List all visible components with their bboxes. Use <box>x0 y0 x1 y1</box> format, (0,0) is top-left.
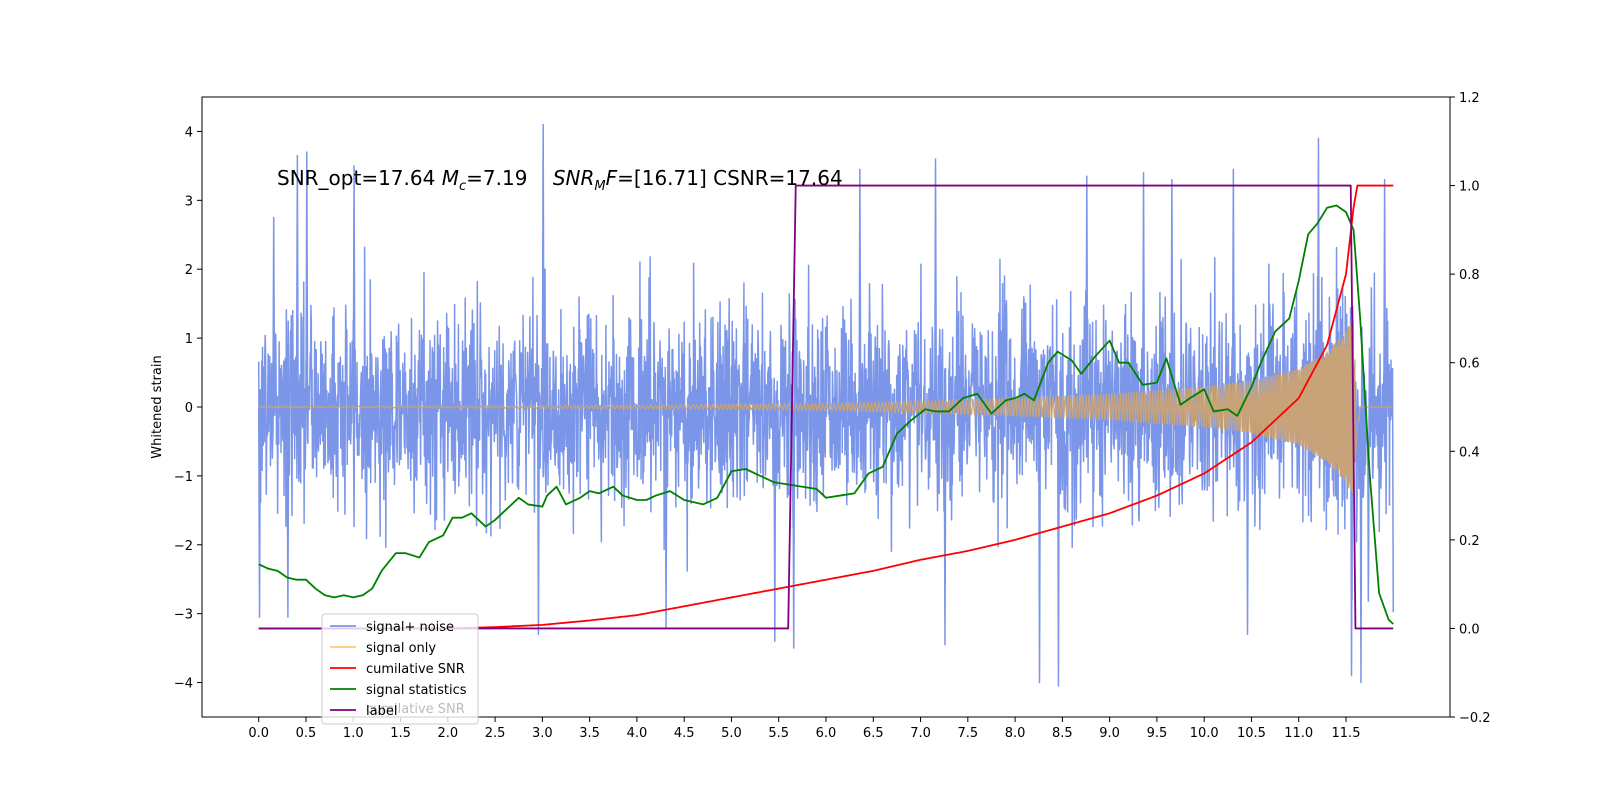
x-tick-label: 0.5 <box>296 726 317 741</box>
legend-cumulative-snr-text: cumilative SNR <box>366 662 465 677</box>
x-tick-label: 5.0 <box>721 726 742 741</box>
legend-signal-plus-noise-text: signal+ noise <box>366 620 454 635</box>
x-tick-label: 7.0 <box>910 726 931 741</box>
x-tick-label: 10.0 <box>1190 726 1219 741</box>
x-tick-label: 4.0 <box>627 726 648 741</box>
y-left-tick-label: 1 <box>185 332 193 347</box>
annotation-snrmf-sub: M <box>594 179 605 194</box>
y-left-tick-label: −4 <box>174 677 193 692</box>
x-tick-label: 2.0 <box>437 726 458 741</box>
x-tick-label: 9.5 <box>1147 726 1168 741</box>
y-right-tick-label: 0.6 <box>1459 357 1480 372</box>
annotation-snrmf-f: F <box>606 166 618 190</box>
x-tick-label: 11.5 <box>1332 726 1361 741</box>
y-left-tick-label: 2 <box>185 263 193 278</box>
series-signal-only <box>258 318 1394 494</box>
series-label <box>258 184 1394 630</box>
annotation-mc-value: =7.19 <box>466 166 527 190</box>
annotation-snrmf-symbol: SNR <box>553 166 595 190</box>
annotation-mc-sub: c <box>459 179 466 194</box>
x-tick-label: 0.0 <box>248 726 269 741</box>
x-tick-label: 10.5 <box>1237 726 1266 741</box>
annotation-snr-opt: SNR_opt=17.64 <box>277 166 435 190</box>
x-axis: 0.0 0.5 1.0 1.5 2.0 2.5 3.0 3.5 4.0 4.5 5.0 5.5 6.0 6… <box>248 717 1360 741</box>
x-tick-label: 5.5 <box>768 726 789 741</box>
y-right-tick-label: 0.2 <box>1459 534 1480 549</box>
x-tick-label: 3.5 <box>579 726 600 741</box>
legend-label-text: label <box>366 704 397 719</box>
x-tick-label: 7.5 <box>957 726 978 741</box>
y-right-tick-label: 0.0 <box>1459 622 1480 637</box>
y-left-tick-label: −1 <box>174 470 193 485</box>
x-tick-label: 11.0 <box>1284 726 1313 741</box>
x-tick-label: 2.5 <box>485 726 506 741</box>
y-left-tick-label: 4 <box>185 125 193 140</box>
series-signal-statistics <box>258 204 1394 625</box>
x-tick-label: 6.0 <box>816 726 837 741</box>
annotation-snrmf-value: =[16.71] CSNR=17.64 <box>617 166 843 190</box>
x-tick-label: 4.5 <box>674 726 695 741</box>
x-tick-label: 9.0 <box>1099 726 1120 741</box>
y-right-tick-label: 1.2 <box>1459 91 1480 106</box>
legend-signal-only-text: signal only <box>366 641 436 656</box>
x-tick-label: 1.5 <box>390 726 411 741</box>
x-tick-label: 8.0 <box>1005 726 1026 741</box>
y-right-tick-label: −0.2 <box>1459 711 1491 726</box>
y-left-tick-label: −2 <box>174 539 193 554</box>
y-axis-right: −0.2 0.0 0.2 0.4 0.6 0.8 1.0 1.2 <box>1450 91 1491 726</box>
y-right-tick-label: 1.0 <box>1459 180 1480 195</box>
y-right-tick-label: 0.4 <box>1459 445 1480 460</box>
x-tick-label: 1.0 <box>343 726 364 741</box>
series-signal-plus-noise <box>257 123 1395 687</box>
legend-frame <box>321 613 479 725</box>
x-tick-label: 6.5 <box>863 726 884 741</box>
legend: cumilative SNR signal+ noise signal only c… <box>321 613 479 725</box>
x-tick-label: 3.0 <box>532 726 553 741</box>
legend-ghost-text: cumilative SNR <box>366 702 465 717</box>
legend-signal-statistics-text: signal statistics <box>366 683 467 698</box>
y-axis-left-label: Whitened strain <box>150 355 165 458</box>
y-left-tick-label: −3 <box>174 608 193 623</box>
y-left-tick-label: 3 <box>185 194 193 209</box>
x-tick-label: 8.5 <box>1052 726 1073 741</box>
annotation-text: SNR_opt=17.64 Mc=7.19 SNRMF=[16.71] CSNR… <box>277 166 843 194</box>
y-axis-left: −4 −3 −2 −1 0 1 2 3 4 <box>174 125 202 692</box>
y-right-tick-label: 0.8 <box>1459 268 1480 283</box>
legend-entries: signal+ noise signal only cumilative SNR si… <box>330 620 467 719</box>
y-left-tick-label: 0 <box>185 401 193 416</box>
annotation-mc-symbol: M <box>442 166 459 190</box>
